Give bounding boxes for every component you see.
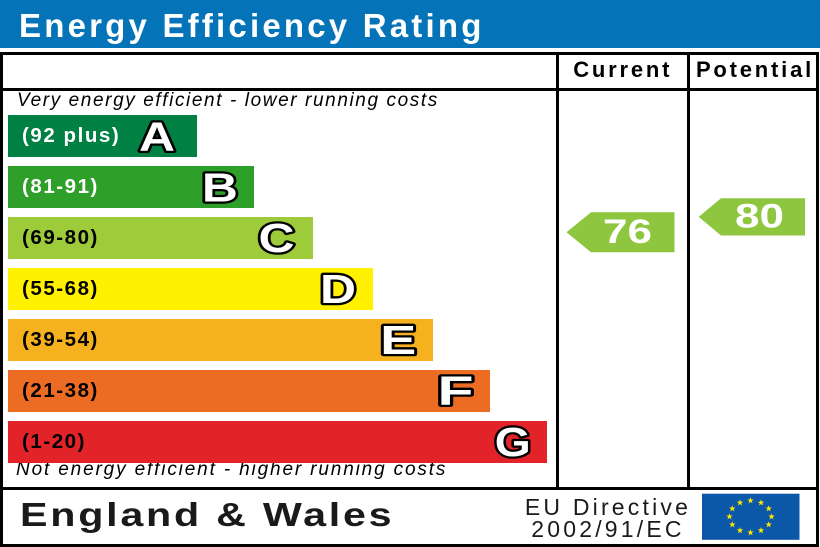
svg-text:D: D (320, 266, 356, 312)
svg-text:E: E (380, 317, 416, 363)
svg-text:80: 80 (735, 198, 784, 236)
svg-text:76: 76 (603, 213, 652, 251)
svg-text:B: B (202, 164, 238, 210)
svg-text:F: F (438, 368, 474, 414)
svg-text:A: A (139, 113, 175, 159)
svg-text:G: G (495, 419, 531, 465)
svg-text:C: C (259, 215, 295, 261)
